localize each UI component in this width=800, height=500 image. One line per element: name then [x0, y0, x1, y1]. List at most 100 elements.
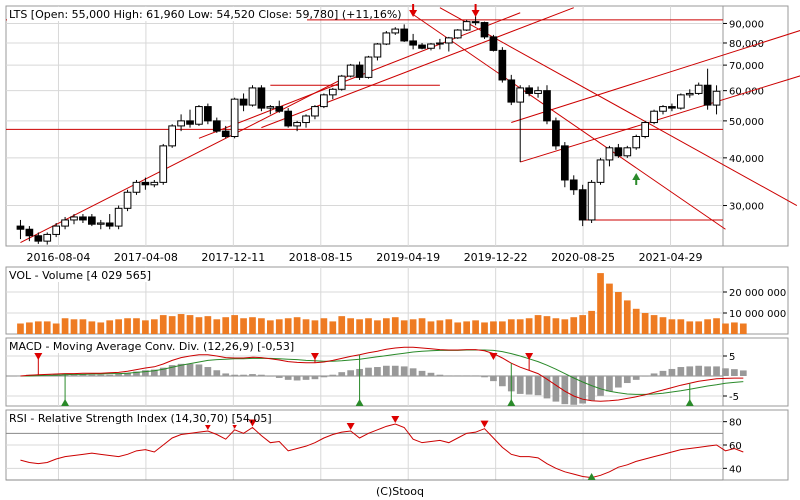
volume-bar: [115, 319, 122, 334]
oversold-marker: [587, 473, 596, 480]
volume-bar: [320, 318, 328, 334]
macd-histogram-bar: [97, 374, 105, 376]
candle: [346, 64, 355, 77]
macd-histogram-bar: [481, 376, 488, 378]
candle: [248, 87, 257, 106]
volume-bar: [534, 315, 542, 334]
candle: [293, 122, 301, 127]
volume-bar: [231, 315, 238, 334]
volume-bar: [374, 320, 381, 334]
volume-bar: [338, 316, 346, 334]
macd-histogram-bar: [284, 376, 292, 380]
macd-histogram-bar: [668, 368, 676, 376]
candle: [587, 181, 596, 221]
volume-bar: [570, 317, 578, 334]
candle: [614, 147, 623, 157]
volume-bar: [713, 318, 720, 334]
y-tick-label: 80: [729, 418, 742, 429]
macd-histogram-bar: [106, 374, 114, 376]
candle: [560, 145, 569, 181]
candle: [96, 222, 105, 225]
candle: [498, 49, 507, 81]
candle: [114, 207, 123, 227]
macd-histogram-bar: [472, 375, 479, 376]
macd-histogram-bar: [543, 376, 551, 399]
y-tick-label: 5: [729, 352, 735, 363]
candle: [489, 36, 498, 51]
volume-bar: [195, 317, 203, 334]
candle: [650, 110, 658, 124]
macd-histogram-bar: [463, 375, 471, 376]
candle: [641, 122, 649, 138]
candle: [25, 228, 34, 237]
volume-bar: [34, 321, 42, 334]
macd-histogram-bar: [391, 365, 399, 376]
y-tick-label: 80,000: [729, 39, 764, 50]
sell-marker: [489, 353, 498, 360]
volume-bar: [106, 320, 114, 334]
macd-histogram-bar: [713, 366, 720, 376]
rsi-line: [20, 423, 744, 479]
macd-histogram-bar: [490, 376, 497, 382]
macd-histogram-bar: [597, 376, 604, 396]
y-tick-label: 30,000: [729, 202, 764, 213]
candle: [311, 106, 319, 117]
candle: [694, 84, 703, 94]
volume-bar: [43, 321, 51, 334]
macd-histogram-bar: [739, 370, 747, 376]
macd-histogram-bar: [150, 369, 158, 376]
x-tick-label: 2017-04-08: [114, 251, 178, 264]
y-tick-label: 60: [729, 441, 742, 452]
candle: [302, 115, 310, 124]
macd-histogram-bar: [311, 376, 319, 380]
volume-bar: [302, 319, 310, 334]
volume-bar: [409, 319, 417, 334]
macd-histogram-bar: [249, 374, 256, 376]
candle: [712, 90, 721, 106]
macd-histogram-bar: [177, 363, 185, 376]
volume-bar: [168, 316, 176, 334]
macd-histogram-bar: [561, 376, 569, 405]
macd-histogram-bar: [70, 374, 78, 376]
candle: [230, 98, 239, 138]
macd-histogram-bar: [695, 365, 703, 376]
candle: [123, 191, 132, 209]
volume-bar: [463, 321, 471, 334]
signal-line: [20, 349, 744, 395]
x-tick-label: 2019-12-22: [464, 251, 528, 264]
volume-bar: [686, 321, 694, 334]
volume-bar: [177, 314, 185, 334]
macd-histogram-bar: [418, 370, 426, 376]
volume-bar: [579, 315, 587, 334]
candle: [355, 64, 364, 78]
macd-histogram-bar: [293, 376, 301, 381]
candle: [578, 189, 587, 221]
buy-marker: [355, 399, 364, 406]
macd-histogram-bar: [266, 376, 274, 377]
y-tick-label: 20 000 000: [729, 288, 786, 299]
macd-histogram-bar: [347, 370, 354, 376]
volume-bar: [79, 319, 87, 334]
macd-histogram-bar: [722, 368, 729, 376]
volume-bar: [552, 318, 560, 334]
trend-line: [439, 7, 798, 206]
candle: [239, 98, 248, 106]
volume-bar: [159, 315, 167, 334]
volume-bar: [615, 292, 622, 334]
macd-histogram-bar: [623, 376, 631, 384]
macd-histogram-bar: [258, 374, 265, 376]
volume-bar: [561, 319, 569, 334]
macd-histogram-bar: [650, 373, 658, 376]
volume-bar: [222, 317, 230, 334]
trend-line: [412, 14, 726, 230]
candle: [453, 29, 462, 39]
macd-line: [20, 346, 744, 402]
candle: [105, 222, 114, 227]
macd-histogram-bar: [615, 376, 622, 388]
macd-histogram-bar: [115, 374, 122, 376]
volume-bar: [329, 321, 337, 334]
candle: [436, 42, 444, 45]
candle: [703, 84, 712, 106]
x-tick-label: 2021-04-29: [639, 251, 703, 264]
macd-histogram-bar: [168, 365, 176, 376]
